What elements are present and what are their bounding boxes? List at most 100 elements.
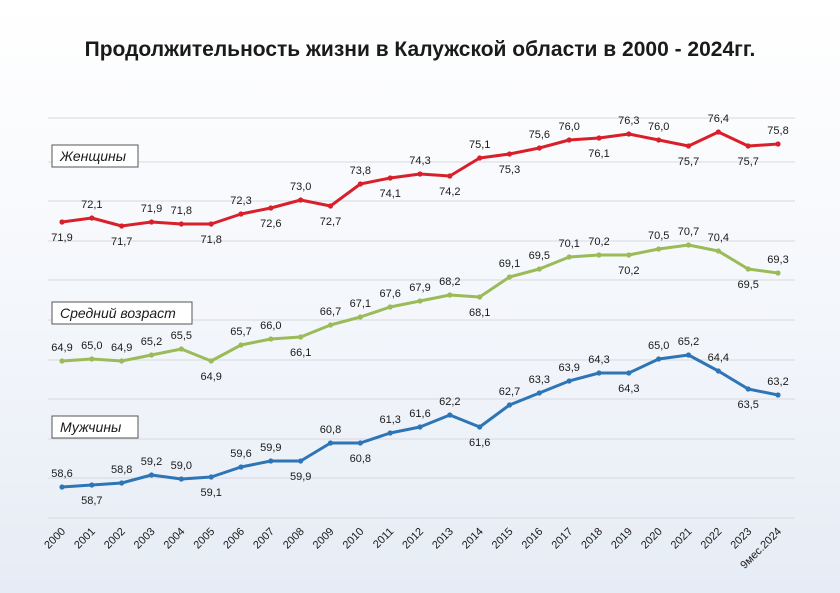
data-label: 74,3	[409, 155, 430, 167]
data-point	[417, 298, 423, 304]
data-label: 69,1	[499, 258, 520, 270]
data-point	[119, 480, 125, 486]
data-label: 75,8	[767, 125, 788, 137]
data-point	[775, 270, 781, 276]
x-tick-label: 2006	[221, 526, 247, 552]
x-axis-ticks: 2000 2001 2002 2003 2004 2005 2006 2007 2008 2009…	[42, 526, 784, 572]
data-label: 65,2	[141, 336, 162, 348]
data-point	[477, 294, 483, 300]
data-point	[715, 368, 721, 374]
data-point	[626, 370, 632, 376]
gridlines	[48, 117, 795, 519]
x-tick-label: 2023	[728, 526, 754, 552]
data-point	[298, 197, 304, 203]
data-point	[656, 246, 662, 252]
series-label: Женщины	[59, 148, 127, 164]
data-label: 70,2	[588, 236, 609, 248]
data-label: 71,7	[111, 236, 132, 248]
x-tick-label: 2004	[162, 526, 188, 552]
data-label: 67,9	[409, 282, 430, 294]
data-point	[656, 356, 662, 362]
data-label: 63,9	[558, 362, 579, 374]
data-point	[685, 352, 692, 358]
data-point	[715, 129, 721, 135]
data-label: 61,6	[409, 408, 430, 420]
x-tick-label: 2016	[520, 526, 546, 552]
data-point	[208, 358, 214, 364]
data-point	[477, 424, 483, 430]
data-label: 73,8	[350, 165, 371, 177]
data-point	[745, 143, 751, 149]
data-label: 65,5	[171, 330, 192, 342]
x-tick-label: 2013	[430, 526, 456, 552]
data-point	[208, 474, 214, 480]
data-label: 74,1	[379, 188, 400, 200]
data-label: 74,2	[439, 186, 460, 198]
data-point	[626, 252, 632, 258]
data-point	[626, 131, 632, 137]
data-point	[596, 252, 602, 258]
data-point	[298, 334, 304, 340]
data-point	[268, 458, 274, 464]
data-label: 61,3	[379, 414, 400, 426]
data-label: 62,7	[499, 386, 520, 398]
data-label: 70,4	[708, 232, 729, 244]
x-tick-label: 2005	[191, 526, 217, 552]
data-label: 76,0	[558, 121, 579, 133]
data-label: 59,2	[141, 456, 162, 468]
data-label: 71,8	[171, 205, 192, 217]
data-point	[387, 430, 393, 436]
data-label: 58,6	[51, 468, 72, 480]
data-point	[357, 181, 363, 187]
data-point	[566, 137, 572, 143]
data-point	[477, 155, 483, 161]
data-label: 71,9	[51, 232, 72, 244]
data-label: 71,8	[200, 234, 221, 246]
data-label: 59,9	[290, 471, 311, 483]
data-point	[327, 322, 334, 328]
data-point	[327, 203, 334, 209]
data-point	[268, 336, 274, 342]
data-point	[178, 221, 184, 227]
data-label: 67,6	[379, 288, 400, 300]
data-label: 73,0	[290, 181, 311, 193]
data-point	[536, 266, 542, 272]
data-label: 64,9	[51, 342, 72, 354]
data-point	[89, 215, 95, 221]
series-label: Средний возраст	[60, 305, 176, 321]
data-point	[178, 346, 184, 352]
data-point	[59, 484, 65, 490]
data-label: 76,0	[648, 121, 669, 133]
data-label: 64,3	[588, 354, 609, 366]
series-1: 64,9 65,0 64,9 65,2 65,5 64,9 65,7 66,0 66,1 66,7…	[51, 226, 788, 383]
x-tick-label: 2011	[371, 526, 396, 551]
data-label: 59,9	[260, 442, 281, 454]
data-label: 72,3	[230, 195, 251, 207]
series-line	[61, 130, 779, 228]
x-tick-label: 2020	[639, 526, 665, 552]
series-label-box	[51, 301, 193, 325]
data-point	[775, 392, 781, 398]
data-label: 66,1	[290, 347, 311, 359]
data-label: 58,8	[111, 464, 132, 476]
x-tick-label: 2009	[311, 526, 337, 552]
data-point	[327, 440, 334, 446]
data-point	[506, 402, 513, 408]
data-point	[447, 412, 453, 418]
data-point	[238, 342, 244, 348]
data-label: 64,4	[708, 352, 729, 364]
x-tick-label: 2022	[699, 526, 725, 552]
data-label: 59,6	[230, 448, 251, 460]
data-point	[506, 151, 513, 157]
data-label: 59,1	[200, 487, 221, 499]
x-tick-label: 2018	[579, 526, 605, 552]
x-tick-label: 2000	[42, 526, 68, 552]
data-label: 69,5	[529, 250, 550, 262]
data-label: 66,0	[260, 320, 281, 332]
data-label: 76,4	[708, 113, 729, 125]
data-label: 66,7	[320, 306, 341, 318]
data-point	[357, 314, 363, 320]
data-label: 65,0	[648, 340, 669, 352]
